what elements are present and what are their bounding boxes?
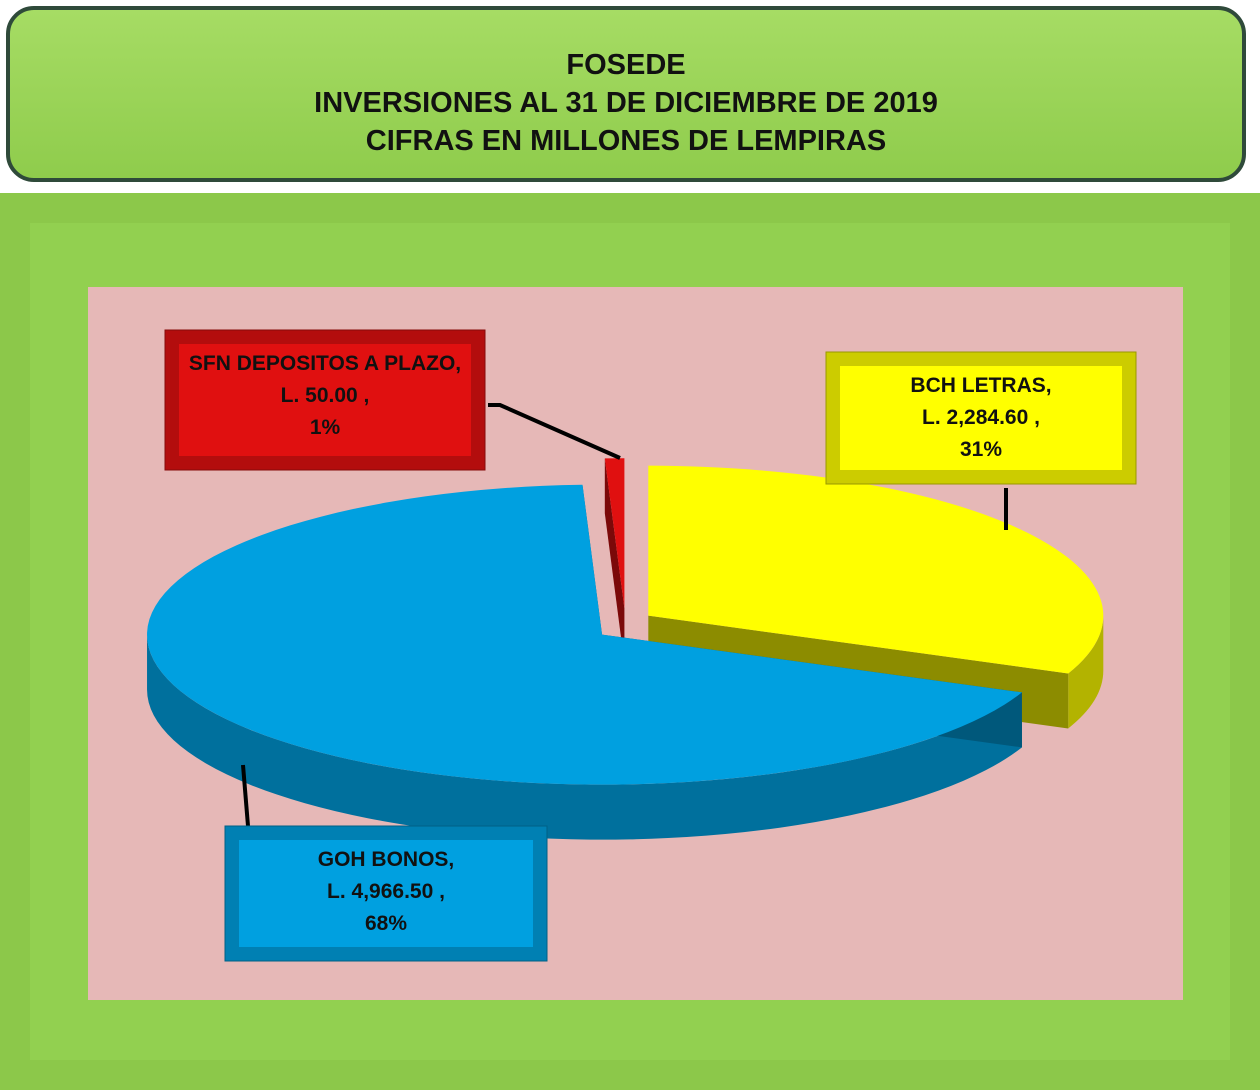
label-box-inner — [239, 840, 533, 947]
leader-line — [488, 403, 621, 460]
slice-side — [1068, 615, 1104, 729]
data-label: BCH LETRAS, — [910, 374, 1051, 397]
slice-cut — [604, 458, 625, 664]
label-box-inner — [179, 344, 471, 456]
data-label: 31% — [960, 438, 1002, 461]
data-label: L. 4,966.50 , — [327, 880, 445, 903]
data-label: 68% — [365, 912, 407, 935]
slice — [604, 458, 625, 609]
leader-line — [241, 764, 250, 827]
slice — [147, 484, 1022, 785]
title-banner: FOSEDE INVERSIONES AL 31 DE DICIEMBRE DE… — [6, 6, 1246, 182]
data-label: L. 2,284.60 , — [922, 406, 1040, 429]
data-label: GOH BONOS, — [318, 848, 455, 871]
data-label: 1% — [310, 416, 341, 439]
title-line: CIFRAS EN MILLONES DE LEMPIRAS — [365, 125, 887, 157]
data-label: L. 50.00 , — [281, 384, 370, 407]
title-line: INVERSIONES AL 31 DE DICIEMBRE DE 2019 — [314, 87, 938, 119]
data-label: SFN DEPOSITOS A PLAZO, — [189, 352, 461, 375]
title-line: FOSEDE — [566, 49, 686, 81]
slice-side — [147, 634, 1022, 840]
label-box-inner — [840, 366, 1122, 470]
slice — [648, 465, 1104, 674]
